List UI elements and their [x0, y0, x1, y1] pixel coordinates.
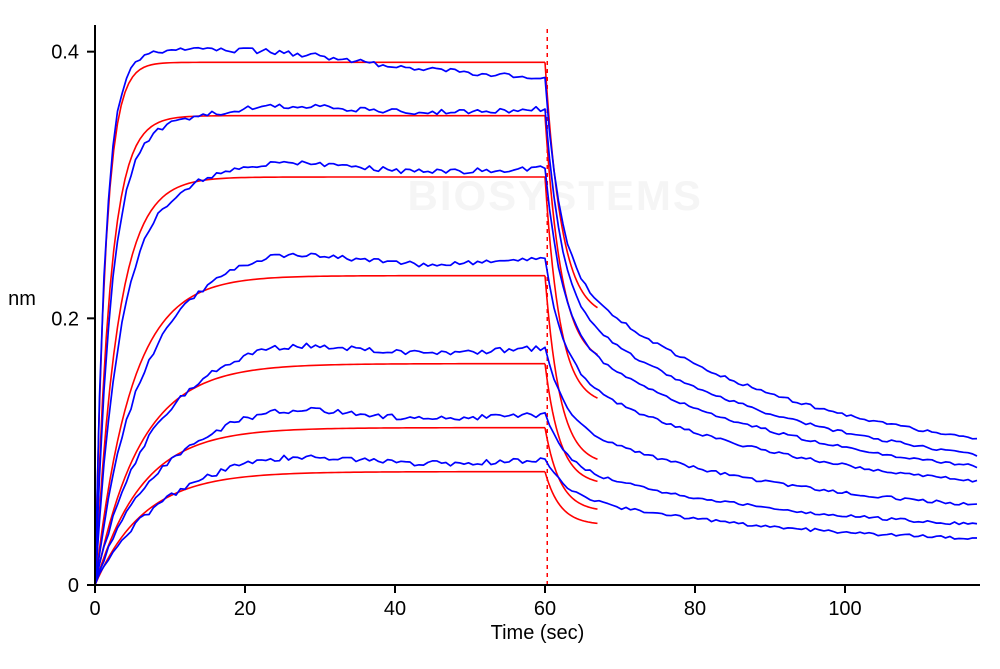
x-axis-label: Time (sec)	[491, 622, 585, 644]
y-tick-label: 0.4	[51, 42, 79, 64]
fit-curve	[95, 276, 545, 585]
bli-sensorgram-chart: BIOSYSTEMS 020406080100 00.20.4 Time (se…	[0, 0, 1000, 669]
fit-curve-dissoc	[545, 428, 598, 509]
fit-curve	[95, 177, 545, 585]
x-tick-label: 0	[89, 598, 100, 620]
fit-curve	[95, 364, 545, 585]
x-tick-label: 40	[384, 598, 406, 620]
fit-curve	[95, 428, 545, 585]
data-curve	[95, 161, 977, 585]
x-tick-label: 60	[534, 598, 556, 620]
x-tick-label: 80	[684, 598, 706, 620]
y-tick-label: 0	[68, 575, 79, 597]
data-curve	[95, 253, 977, 585]
y-axis-label: nm	[8, 288, 36, 310]
data-curve	[95, 408, 977, 582]
fit-curve	[95, 472, 545, 585]
data-curve	[95, 48, 977, 585]
x-tick-label: 100	[828, 598, 861, 620]
y-tick-label: 0.2	[51, 308, 79, 330]
x-tick-label: 20	[234, 598, 256, 620]
data-curve	[95, 455, 977, 585]
data-curves-group	[95, 48, 977, 585]
